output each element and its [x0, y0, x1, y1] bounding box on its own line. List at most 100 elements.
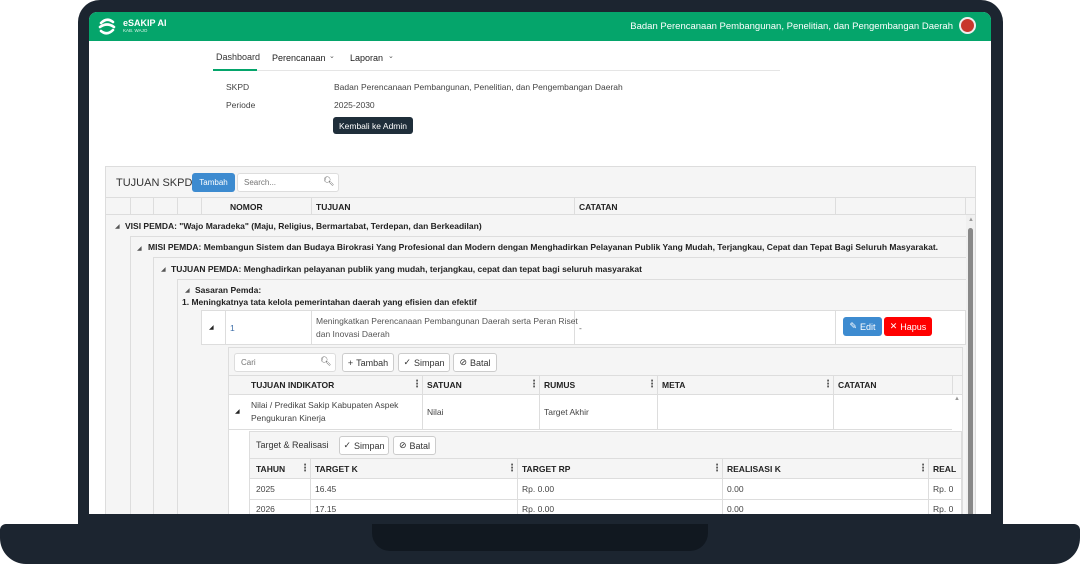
ban-icon: ⊘: [459, 357, 468, 367]
scroll-up-icon[interactable]: ▲: [954, 396, 960, 402]
col-satuan: SATUAN: [427, 380, 462, 390]
logo-icon: [98, 18, 116, 35]
visi-label: VISI PEMDA: "Wajo Maradeka" (Maju, Relig…: [125, 221, 482, 231]
skpd-label: SKPD: [226, 82, 250, 92]
misi-group: [130, 236, 966, 514]
column-menu-icon[interactable]: ⋮: [823, 379, 833, 390]
indikator-rumus: Target Akhir: [544, 407, 589, 417]
tujuan-panel: TUJUAN SKPD Tambah 🔍︎ NOMOR TUJUAN CATAT…: [105, 166, 976, 514]
col-catatan-indikator: CATATAN: [838, 380, 877, 390]
cell-target-k[interactable]: 17.15: [315, 504, 337, 514]
col-target-rp: TARGET RP: [522, 464, 571, 474]
indikator-header: [229, 376, 962, 395]
scrollbar-thumb[interactable]: [968, 228, 973, 514]
col-meta: META: [662, 380, 686, 390]
laptop-notch: [372, 524, 708, 551]
app-name: eSAKIP AI: [123, 18, 167, 28]
check-icon: ✓: [403, 357, 412, 367]
app-sub: KAB. WAJO: [123, 28, 148, 33]
collapse-icon[interactable]: ◢: [137, 246, 142, 252]
periode-label: Periode: [226, 100, 256, 110]
cell-tahun: 2025: [256, 484, 275, 494]
cell-target-rp[interactable]: Rp. 0.00: [522, 484, 555, 494]
col-nomor: NOMOR: [230, 202, 263, 212]
nav-dashboard[interactable]: Dashboard: [216, 52, 261, 62]
nav-active-underline: [213, 69, 257, 71]
simpan-target-button[interactable]: ✓ Simpan: [339, 436, 389, 455]
col-tahun: TAHUN: [256, 464, 286, 474]
plus-icon: +: [347, 357, 354, 368]
cell-target-rp[interactable]: Rp. 0.00: [522, 504, 555, 514]
tujuan-pemda-group: [153, 257, 966, 514]
simpan-indikator-button[interactable]: ✓ Simpan: [398, 353, 450, 372]
target-title: Target & Realisasi: [256, 440, 329, 450]
indikator-satuan: Nilai: [427, 407, 444, 417]
cari-input[interactable]: [234, 353, 336, 372]
col-realisasi-k: REALISASI K: [727, 464, 781, 474]
chevron-down-icon: ⌄: [388, 53, 394, 60]
cell-realisasi-k[interactable]: 0.00: [727, 484, 744, 494]
periode-value: 2025-2030: [334, 100, 375, 110]
check-icon: ✓: [343, 440, 352, 450]
nav-laporan[interactable]: Laporan: [350, 53, 384, 63]
indikator-name-2: Pengukuran Kinerja: [251, 413, 326, 423]
search-icon: 🔍︎: [320, 356, 332, 366]
org-name: Badan Perencanaan Pembangunan, Penelitia…: [630, 21, 953, 32]
column-header: [106, 198, 975, 215]
tambah-indikator-button[interactable]: + Tambah: [342, 353, 394, 372]
collapse-icon[interactable]: ◢: [209, 325, 214, 331]
cell-tahun: 2026: [256, 504, 275, 514]
column-menu-icon[interactable]: ⋮: [529, 379, 539, 390]
collapse-icon[interactable]: ◢: [185, 288, 190, 294]
row-catatan: -: [579, 323, 582, 333]
hapus-button[interactable]: ✕ Hapus: [884, 317, 932, 336]
chevron-down-icon: ⌄: [329, 53, 335, 60]
nav-divider: [216, 70, 780, 71]
column-menu-icon[interactable]: ⋮: [647, 379, 657, 390]
cell-target-k[interactable]: 16.45: [315, 484, 337, 494]
table-row[interactable]: [201, 310, 966, 345]
col-catatan: CATATAN: [579, 202, 618, 212]
target-header: [250, 459, 961, 479]
skpd-value: Badan Perencanaan Pembangunan, Penelitia…: [334, 82, 623, 92]
indikator-panel: 🔍︎ +Tambah ✓Simpan ⊘Batal TUJUAN INDIKAT…: [228, 347, 963, 514]
column-menu-icon[interactable]: ⋮: [300, 463, 310, 474]
tambah-button[interactable]: Tambah: [192, 173, 235, 192]
column-menu-icon[interactable]: ⋮: [918, 463, 928, 474]
sasaran-group: [177, 279, 966, 514]
collapse-icon[interactable]: ◢: [161, 267, 166, 273]
misi-label: MISI PEMDA: Membangun Sistem dan Budaya …: [148, 242, 939, 252]
column-menu-icon[interactable]: ⋮: [507, 463, 517, 474]
col-tujuan-indikator: TUJUAN INDIKATOR: [251, 380, 335, 390]
panel-title: TUJUAN SKPD: [116, 177, 193, 189]
nav-perencanaan[interactable]: Perencanaan: [272, 53, 326, 63]
indikator-name-1: Nilai / Predikat Sakip Kabupaten Aspek: [251, 400, 399, 410]
row-tujuan-2: dan Inovasi Daerah: [316, 329, 390, 339]
pencil-icon: ✎: [849, 321, 858, 331]
ban-icon: ⊘: [398, 440, 407, 450]
target-panel: Target & Realisasi ✓ Simpan ⊘ Batal TAHUN …: [249, 431, 962, 514]
sasaran-text: 1. Meningkatnya tata kelola pemerintahan…: [182, 297, 477, 307]
cell-realisasi-k[interactable]: 0.00: [727, 504, 744, 514]
col-tujuan: TUJUAN: [316, 202, 351, 212]
edit-button[interactable]: ✎ Edit: [843, 317, 882, 336]
cell-realisasi-rp[interactable]: Rp. 0: [933, 504, 954, 514]
col-rumus: RUMUS: [544, 380, 576, 390]
column-menu-icon[interactable]: ⋮: [412, 379, 422, 390]
batal-target-button[interactable]: ⊘ Batal: [393, 436, 436, 455]
collapse-icon[interactable]: ◢: [235, 409, 240, 415]
tujuan-pemda-label: TUJUAN PEMDA: Menghadirkan pelayanan pub…: [171, 264, 642, 274]
back-to-admin-button[interactable]: Kembali ke Admin: [333, 117, 413, 134]
collapse-icon[interactable]: ◢: [115, 224, 120, 230]
sasaran-label: Sasaran Pemda:: [195, 285, 262, 295]
user-avatar[interactable]: [959, 17, 976, 34]
cell-realisasi-rp[interactable]: Rp. 0: [933, 484, 954, 494]
app-screen: eSAKIP AI KAB. WAJO Badan Perencanaan Pe…: [89, 12, 991, 514]
search-input[interactable]: [237, 173, 339, 192]
search-icon: 🔍︎: [323, 176, 335, 186]
col-realisasi-rp: REAL: [933, 464, 957, 474]
batal-indikator-button[interactable]: ⊘ Batal: [453, 353, 497, 372]
row-nomor: 1: [230, 323, 235, 333]
column-menu-icon[interactable]: ⋮: [712, 463, 722, 474]
scroll-up-icon[interactable]: ▲: [968, 217, 974, 223]
